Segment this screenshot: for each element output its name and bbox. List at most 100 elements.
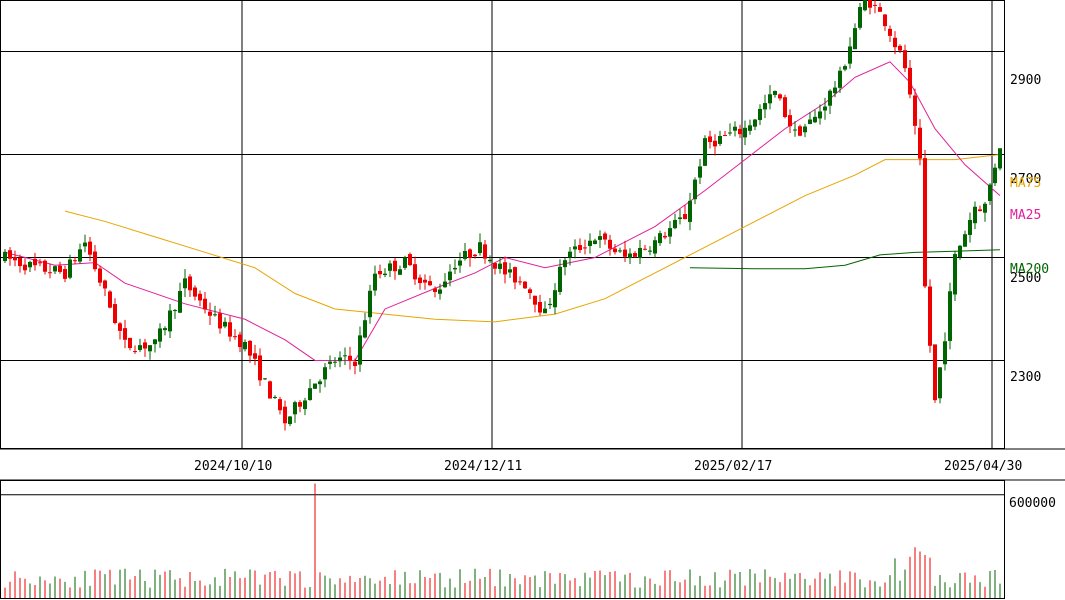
candle-body [123,328,127,340]
candle-body [233,336,237,338]
candle-body [718,135,722,144]
candle-body [618,250,622,252]
candle-body [283,406,287,424]
candle-body [713,140,717,147]
candle-body [578,245,582,251]
candle-body [508,269,512,273]
candle-body [888,28,892,36]
candle-body [763,103,767,110]
candle-body [293,402,297,415]
candle-body [978,209,982,212]
candle-body [568,251,572,258]
candle-body [38,262,42,264]
candle-body [968,219,972,235]
candle-body [598,236,602,240]
candle-body [563,260,567,268]
candle-body [923,158,927,287]
candle-body [908,67,912,95]
candle-body [208,311,212,316]
candle-body [643,248,647,250]
candle-body [358,335,362,365]
candle-body [498,263,502,269]
candle-body [758,108,762,121]
candle-body [328,361,332,364]
candle-body [373,273,377,291]
candle-body [93,251,97,270]
date-label-2: 2024/12/11 [444,459,522,474]
candle-body [43,260,47,272]
price-panel-frame [0,0,1005,449]
candle-body [493,263,497,269]
candle-body [603,233,607,240]
candle-body [413,264,417,280]
candle-body [623,249,627,257]
candle-body [848,46,852,64]
candle-body [988,184,992,201]
candle-body [163,328,167,331]
candle-body [333,361,337,363]
candle-body [788,115,792,127]
candle-body [103,280,107,289]
candle-body [218,313,222,329]
candle-body [353,361,357,367]
candle-body [343,355,347,357]
candle-body [58,265,62,272]
candle-body [113,304,117,324]
candle-body [488,259,492,262]
candle-body [153,339,157,345]
candle-body [513,267,517,283]
candle-body [148,345,152,352]
candle-body [918,127,922,159]
candle-body [748,125,752,131]
candle-body [213,314,217,316]
candle-body [128,337,132,349]
candle-body [833,87,837,94]
candle-body [108,291,112,308]
candle-body [903,50,907,69]
candle-body [913,95,917,126]
candle-body [693,179,697,200]
candle-body [963,234,967,247]
candle-body [288,416,292,425]
candle-body [683,214,687,220]
candle-body [383,273,387,276]
candle-body [818,111,822,119]
candle-body [143,342,147,349]
candle-body [678,217,682,220]
candle-body [133,351,137,353]
candle-body [198,293,202,301]
candle-body [898,45,902,51]
candle-body [53,266,57,272]
candle-body [248,340,252,356]
candle-body [583,247,587,249]
price-tick-2500: 2500 [1010,271,1041,286]
candle-body [323,367,327,380]
candle-body [448,271,452,281]
candle-body [983,203,987,213]
candle-body [223,321,227,327]
candle-body [883,14,887,27]
candle-body [118,323,122,331]
candle-body [428,281,432,286]
candle-body [953,254,957,295]
candle-body [268,381,272,399]
candle-body [88,241,92,255]
ma25-label: MA25 [1010,208,1041,223]
candle-body [648,250,652,252]
candle-body [543,308,547,314]
candle-body [503,262,507,275]
candle-body [263,378,267,380]
candle-body [138,345,142,350]
candle-body [668,228,672,237]
candle-body [743,127,747,138]
ma25-line [4,61,1001,361]
candle-body [408,254,412,266]
candle-body [868,0,872,8]
candle-body [593,240,597,245]
candle-body [83,242,87,247]
candle-body [938,367,942,399]
candle-body [238,334,242,348]
candle-body [308,388,312,401]
candle-body [228,322,232,337]
candle-body [8,250,12,259]
